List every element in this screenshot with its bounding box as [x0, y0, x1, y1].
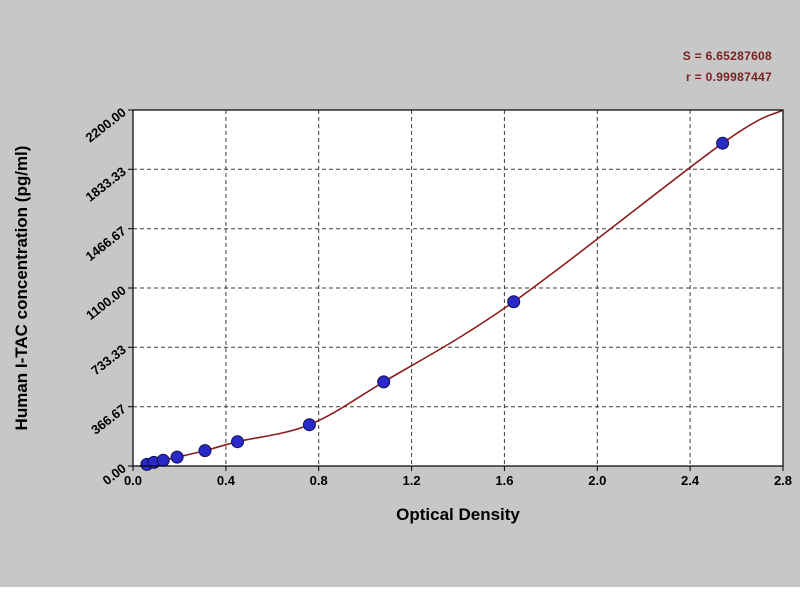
stat-standard-error: S = 6.65287608: [682, 49, 772, 63]
y-tick-label: 2200.00: [83, 105, 129, 146]
y-tick-label: 366.67: [88, 401, 129, 437]
tick-marks: [128, 109, 784, 471]
x-axis-title: Optical Density: [396, 505, 520, 524]
x-tick-label: 0.4: [217, 473, 236, 488]
data-point: [156, 453, 170, 467]
x-tick-label: 0.0: [124, 473, 142, 488]
data-point: [716, 136, 730, 150]
data-point: [170, 450, 184, 464]
data-point: [302, 418, 316, 432]
data-point: [507, 295, 521, 309]
y-tick-label: 1100.00: [83, 283, 129, 323]
fit-statistics: S = 6.65287608 r = 0.99987447: [683, 46, 772, 88]
x-tick-label: 1.6: [495, 473, 513, 488]
y-tick-label: 1466.67: [83, 223, 129, 264]
stat-correlation-coefficient: r = 0.99987447: [686, 70, 772, 84]
x-tick-label: 1.2: [403, 473, 421, 488]
y-tick-label: 1833.33: [83, 164, 129, 205]
data-point: [377, 375, 391, 389]
x-tick-label: 2.8: [774, 473, 792, 488]
data-point: [231, 435, 244, 449]
bottom-margin: [0, 587, 800, 600]
x-tick-labels: 0.0 0.4 0.8 1.2 1.6 2.0 2.4 2.8: [124, 473, 792, 488]
y-axis-title: Human I-TAC concentration (pg/ml): [12, 145, 31, 431]
gridlines: [133, 110, 783, 466]
x-tick-label: 0.8: [310, 473, 328, 488]
y-tick-labels: 0.00366.67733.331100.001466.671833.33220…: [83, 105, 129, 488]
x-tick-label: 2.4: [681, 473, 700, 488]
x-tick-label: 2.0: [588, 473, 606, 488]
data-point: [198, 444, 212, 458]
y-tick-label: 733.33: [88, 342, 129, 378]
standard-data-points: [140, 136, 730, 471]
